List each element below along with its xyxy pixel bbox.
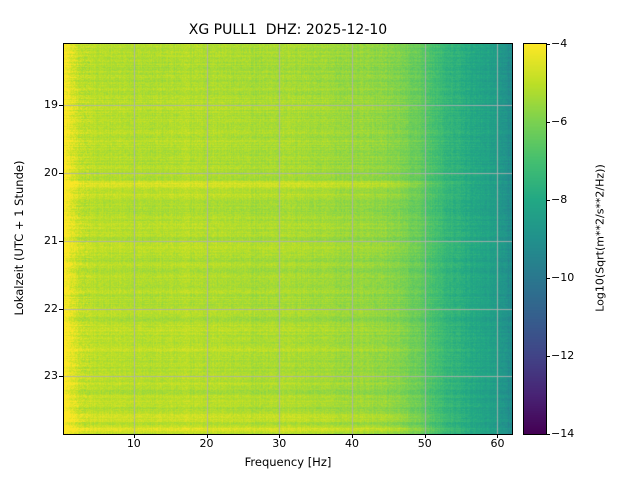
x-tick-mark <box>352 434 353 438</box>
colorbar-tick-label: −4 <box>551 37 568 50</box>
x-tick-mark <box>206 434 208 438</box>
y-tick-label: 22 <box>44 301 58 315</box>
x-tick-label: 30 <box>272 437 287 450</box>
x-tick-label: 10 <box>126 437 141 450</box>
plot-area <box>63 43 513 435</box>
y-tick-mark <box>59 308 63 310</box>
colorbar-tick-label: −6 <box>551 115 568 128</box>
y-tick-label: 20 <box>44 165 58 179</box>
colorbar-tick-label: −8 <box>551 193 568 206</box>
x-tick-mark <box>497 434 499 438</box>
chart-title: XG PULL1 DHZ: 2025-12-10 <box>188 22 388 38</box>
colorbar <box>523 43 547 435</box>
colorbar-canvas <box>524 44 546 434</box>
x-tick-label: 50 <box>417 437 432 450</box>
colorbar-tick-mark <box>546 356 550 357</box>
colorbar-tick-label: −10 <box>551 271 575 284</box>
x-axis-label: Frequency [Hz] <box>244 455 332 469</box>
y-tick-label: 19 <box>44 98 58 112</box>
x-tick-label: 20 <box>199 437 214 450</box>
x-tick-label: 60 <box>490 437 505 450</box>
colorbar-tick-label: −14 <box>551 427 575 440</box>
y-tick-mark <box>59 376 63 378</box>
colorbar-label: Log10(Sqrt(m**2/s**2/Hz)) <box>593 164 607 312</box>
y-tick-label: 21 <box>44 233 58 247</box>
colorbar-tick-mark <box>546 434 550 435</box>
y-tick-mark <box>59 105 63 107</box>
colorbar-tick-mark <box>546 278 550 279</box>
x-tick-mark <box>133 434 135 438</box>
heatmap-canvas <box>64 44 512 434</box>
x-tick-label: 40 <box>345 437 359 450</box>
y-tick-mark <box>59 172 63 174</box>
colorbar-tick-mark <box>546 122 550 123</box>
colorbar-tick-mark <box>546 44 550 45</box>
y-tick-label: 23 <box>44 369 58 383</box>
colorbar-tick-mark <box>546 200 550 201</box>
x-tick-mark <box>424 434 426 438</box>
colorbar-tick-label: −12 <box>551 349 575 362</box>
y-tick-mark <box>59 240 63 242</box>
x-tick-mark <box>279 434 281 438</box>
